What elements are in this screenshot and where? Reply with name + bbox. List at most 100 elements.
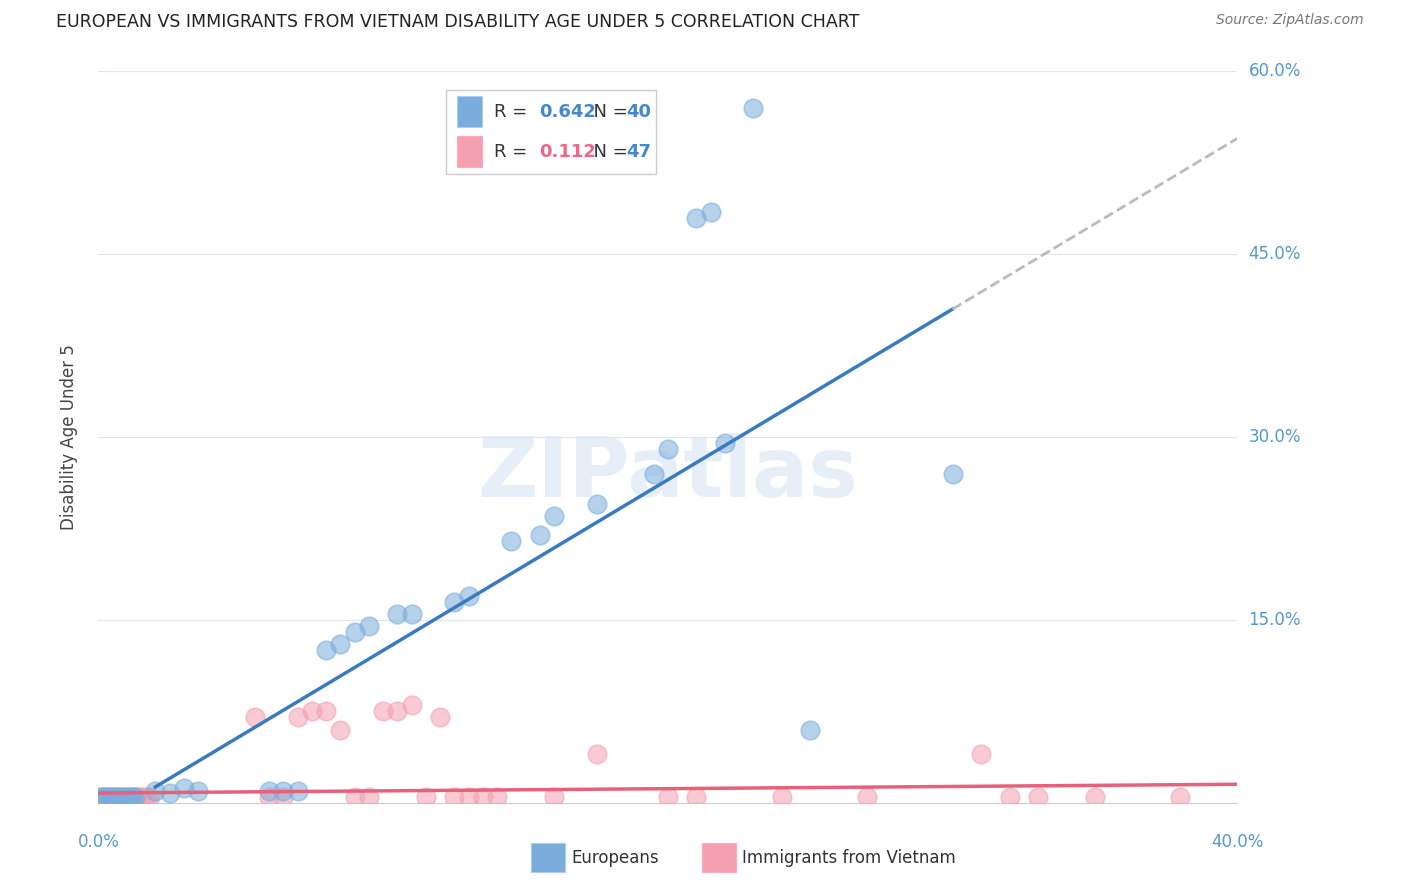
Point <box>685 211 707 225</box>
Point <box>135 789 157 804</box>
Point <box>132 789 155 804</box>
Point <box>115 789 138 804</box>
Point <box>742 101 765 115</box>
Point <box>287 783 309 797</box>
Point <box>104 789 127 804</box>
Point <box>118 789 141 804</box>
Point <box>93 789 115 804</box>
Point <box>657 442 679 457</box>
Point <box>998 789 1021 804</box>
Point <box>543 789 565 804</box>
Point <box>471 789 494 804</box>
FancyBboxPatch shape <box>446 90 657 174</box>
Text: Source: ZipAtlas.com: Source: ZipAtlas.com <box>1216 13 1364 28</box>
Point <box>387 705 409 719</box>
Point <box>90 789 112 804</box>
Point <box>699 204 721 219</box>
Text: R =: R = <box>494 143 533 161</box>
Text: N =: N = <box>582 103 634 120</box>
Point <box>443 594 465 608</box>
Point <box>98 789 121 804</box>
Text: 0.642: 0.642 <box>538 103 596 120</box>
Point <box>501 533 523 548</box>
Text: Europeans: Europeans <box>571 848 658 867</box>
Point <box>401 698 423 713</box>
Point <box>543 509 565 524</box>
Point <box>115 789 138 804</box>
Text: ZIPatlas: ZIPatlas <box>478 434 858 514</box>
Point <box>273 783 295 797</box>
Point <box>415 789 437 804</box>
FancyBboxPatch shape <box>457 96 482 127</box>
Point <box>529 527 551 541</box>
Point <box>127 789 149 804</box>
Text: R =: R = <box>494 103 533 120</box>
Point <box>98 789 121 804</box>
Point <box>685 789 707 804</box>
Point <box>145 783 167 797</box>
Point <box>287 710 309 724</box>
Point <box>329 723 352 737</box>
Point <box>90 789 112 804</box>
Text: EUROPEAN VS IMMIGRANTS FROM VIETNAM DISABILITY AGE UNDER 5 CORRELATION CHART: EUROPEAN VS IMMIGRANTS FROM VIETNAM DISA… <box>56 13 859 31</box>
Point <box>1026 789 1049 804</box>
Point <box>799 723 821 737</box>
Y-axis label: Disability Age Under 5: Disability Age Under 5 <box>59 344 77 530</box>
FancyBboxPatch shape <box>457 136 482 167</box>
Point <box>1084 789 1107 804</box>
Point <box>124 789 146 804</box>
Point <box>457 589 479 603</box>
Point <box>112 789 135 804</box>
Point <box>373 705 395 719</box>
Point <box>138 789 160 804</box>
Point <box>770 789 793 804</box>
Point <box>173 781 195 796</box>
Text: 40: 40 <box>626 103 651 120</box>
Point <box>942 467 965 481</box>
Point <box>112 789 135 804</box>
Point <box>457 789 479 804</box>
Point <box>121 789 143 804</box>
Point <box>110 789 132 804</box>
FancyBboxPatch shape <box>531 843 565 872</box>
Point <box>187 783 209 797</box>
Point <box>357 789 380 804</box>
Point <box>110 789 132 804</box>
Point <box>443 789 465 804</box>
Point <box>401 607 423 621</box>
Point <box>856 789 879 804</box>
Point <box>387 607 409 621</box>
Point <box>343 789 366 804</box>
Point <box>259 783 281 797</box>
Point <box>104 789 127 804</box>
Point <box>118 789 141 804</box>
Point <box>343 625 366 640</box>
Point <box>273 789 295 804</box>
Point <box>159 786 181 800</box>
FancyBboxPatch shape <box>702 843 737 872</box>
Point <box>357 619 380 633</box>
Point <box>301 705 323 719</box>
Point <box>970 747 993 761</box>
Text: N =: N = <box>582 143 634 161</box>
Point <box>93 789 115 804</box>
Point <box>107 789 129 804</box>
Point <box>315 705 337 719</box>
Point <box>657 789 679 804</box>
Text: 47: 47 <box>626 143 651 161</box>
Point <box>329 637 352 651</box>
Point <box>585 747 607 761</box>
Point <box>315 643 337 657</box>
Point <box>129 789 152 804</box>
Point <box>124 789 146 804</box>
Text: 45.0%: 45.0% <box>1249 245 1301 263</box>
Text: Immigrants from Vietnam: Immigrants from Vietnam <box>742 848 956 867</box>
Text: 60.0%: 60.0% <box>1249 62 1301 80</box>
Point <box>121 789 143 804</box>
Text: 30.0%: 30.0% <box>1249 428 1301 446</box>
Point <box>585 497 607 511</box>
Text: 40.0%: 40.0% <box>1211 833 1264 851</box>
Point <box>259 789 281 804</box>
Point <box>1170 789 1192 804</box>
Point <box>107 789 129 804</box>
